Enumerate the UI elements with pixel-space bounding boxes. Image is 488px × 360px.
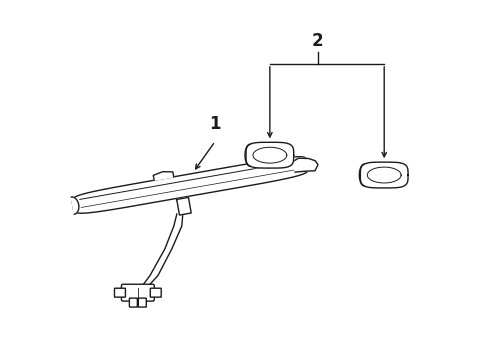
Polygon shape bbox=[245, 142, 293, 168]
FancyBboxPatch shape bbox=[114, 288, 125, 297]
FancyBboxPatch shape bbox=[129, 298, 137, 307]
Polygon shape bbox=[72, 157, 308, 213]
Text: 1: 1 bbox=[209, 115, 221, 133]
Polygon shape bbox=[293, 158, 317, 172]
FancyBboxPatch shape bbox=[121, 284, 154, 301]
Polygon shape bbox=[71, 197, 79, 214]
Polygon shape bbox=[153, 172, 173, 180]
FancyBboxPatch shape bbox=[138, 298, 146, 307]
Text: 2: 2 bbox=[311, 32, 323, 50]
Polygon shape bbox=[360, 162, 407, 188]
Polygon shape bbox=[176, 197, 191, 215]
FancyBboxPatch shape bbox=[150, 288, 161, 297]
